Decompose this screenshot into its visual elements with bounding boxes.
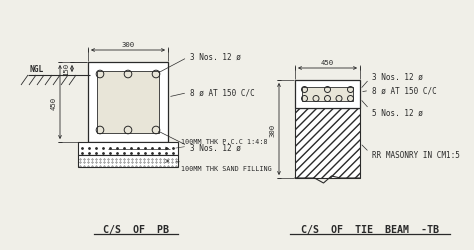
Text: 8 ø AT 150 C/C: 8 ø AT 150 C/C [363, 86, 437, 95]
Bar [78, 142, 178, 156]
Text: 150: 150 [63, 63, 69, 76]
Text: 450: 450 [321, 60, 334, 66]
Bar [295, 81, 360, 108]
Text: 5 Nos. 12 ø: 5 Nos. 12 ø [362, 101, 423, 117]
Text: 100MM THK P.C.C 1:4:8: 100MM THK P.C.C 1:4:8 [176, 138, 268, 148]
Text: C/S  OF  TIE  BEAM  -TB: C/S OF TIE BEAM -TB [301, 224, 439, 234]
Text: 8 ø AT 150 C/C: 8 ø AT 150 C/C [171, 88, 255, 97]
Text: C/S  OF  PB: C/S OF PB [103, 224, 169, 234]
Bar [78, 156, 178, 167]
Text: 3 Nos. 12 ø: 3 Nos. 12 ø [158, 132, 241, 152]
Text: 3 Nos. 12 ø: 3 Nos. 12 ø [158, 52, 241, 74]
Bar [302, 88, 353, 102]
Text: 300: 300 [121, 42, 135, 48]
Bar [97, 72, 159, 134]
Text: 3 Nos. 12 ø: 3 Nos. 12 ø [362, 72, 423, 88]
Text: NGL: NGL [30, 64, 44, 73]
Text: 300: 300 [270, 123, 276, 136]
Text: 450: 450 [51, 96, 57, 109]
Text: 100MM THK SAND FILLING: 100MM THK SAND FILLING [176, 162, 272, 171]
Text: RR MASONRY IN CM1:5: RR MASONRY IN CM1:5 [362, 146, 460, 160]
Bar [88, 63, 168, 142]
Bar [295, 108, 360, 178]
